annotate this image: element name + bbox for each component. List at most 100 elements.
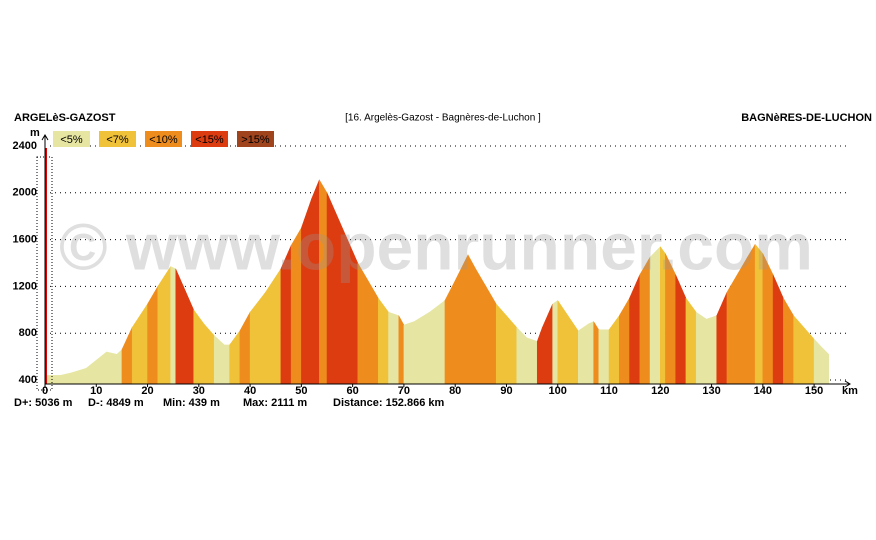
profile-segment	[203, 323, 215, 385]
profile-segment	[552, 299, 558, 385]
profile-segment	[772, 274, 784, 385]
x-tick-label: 0	[42, 385, 48, 397]
legend-label: <15%	[195, 134, 224, 146]
profile-segment	[96, 351, 107, 385]
stat: Min: 439 m	[163, 397, 220, 409]
profile-segment	[403, 321, 415, 385]
profile-segment	[398, 315, 405, 385]
profile-segment	[249, 291, 266, 385]
profile-segment	[170, 266, 176, 385]
legend-swatch	[237, 131, 274, 147]
profile-segment	[813, 338, 823, 385]
chart-title: [16. Argelès-Gazost - Bagnères-de-Luchon…	[345, 113, 541, 124]
profile-segment	[516, 326, 528, 385]
profile-segment	[783, 297, 794, 385]
profile-segment	[131, 303, 148, 385]
profile-segment	[629, 274, 641, 385]
profile-segment	[429, 299, 446, 385]
profile-segment	[121, 327, 133, 385]
profile-segment	[367, 279, 379, 385]
profile-segment	[567, 314, 579, 385]
profile-segment	[526, 337, 538, 385]
profile-segment	[378, 297, 389, 385]
profile-segment	[183, 286, 194, 385]
start-name: ARGELèS-GAZOST	[14, 112, 116, 124]
x-tick-label: 100	[549, 385, 567, 397]
profile-segment	[821, 346, 830, 385]
x-tick-label: 20	[141, 385, 153, 397]
profile-segment	[485, 285, 497, 385]
x-tick-label: 10	[90, 385, 102, 397]
profile-segment	[675, 274, 687, 385]
legend-swatch	[191, 131, 228, 147]
stat: Distance: 152.866 km	[333, 397, 445, 409]
y-tick-label: 800	[19, 327, 37, 339]
x-tick-label: 50	[295, 385, 307, 397]
x-tick-label: 120	[651, 385, 669, 397]
profile-segment	[695, 311, 707, 385]
profile-segment	[619, 297, 630, 385]
x-tick-label: 70	[398, 385, 410, 397]
stat: D+: 5036 m	[14, 397, 73, 409]
stat: Max: 2111 m	[243, 397, 307, 409]
profile-segment	[593, 320, 600, 385]
y-tick-label: 2400	[13, 140, 37, 152]
profile-segment	[70, 367, 87, 385]
legend-swatch	[53, 131, 90, 147]
x-tick-label: 90	[500, 385, 512, 397]
profile-segment	[726, 273, 738, 385]
stat: D-: 4849 m	[88, 397, 144, 409]
profile-segment	[793, 315, 805, 385]
legend-label: <5%	[60, 134, 83, 146]
profile-segment	[495, 303, 507, 385]
legend-label: >15%	[241, 134, 270, 146]
profile-segment	[413, 311, 430, 385]
profile-segment	[85, 359, 97, 385]
profile-segment	[685, 297, 697, 385]
start-marker-box	[36, 156, 53, 391]
profile-segment	[557, 299, 569, 385]
legend-swatch	[145, 131, 182, 147]
profile-segment	[175, 268, 184, 385]
legend-swatch	[99, 131, 136, 147]
profile-segment	[213, 334, 225, 385]
x-tick-label: 110	[600, 385, 618, 397]
profile-segment	[106, 351, 118, 385]
profile-segment	[577, 323, 589, 385]
profile-segment	[598, 329, 610, 385]
profile-segment	[224, 344, 230, 385]
x-tick-label: 140	[754, 385, 772, 397]
x-tick-label: 130	[702, 385, 720, 397]
y-tick-label: 400	[19, 374, 37, 386]
profile-segment	[706, 315, 717, 385]
profile-segment	[475, 267, 487, 385]
profile-segment	[803, 326, 815, 385]
watermark: © www.openrunner.com	[59, 209, 813, 283]
x-tick-label: 30	[193, 385, 205, 397]
profile-segment	[147, 285, 159, 385]
y-tick-label: 1600	[13, 234, 37, 246]
x-tick-label: 60	[347, 385, 359, 397]
profile-segment	[536, 327, 543, 385]
x-tick-label: 80	[449, 385, 461, 397]
y-tick-label: 1200	[13, 280, 37, 292]
profile-segment	[60, 372, 71, 385]
y-tick-label: 2000	[13, 187, 37, 199]
legend-label: <10%	[149, 134, 178, 146]
x-axis-arrow	[844, 380, 851, 388]
profile-segment	[193, 309, 205, 385]
profile-segment	[608, 314, 620, 385]
profile-segment	[157, 265, 171, 385]
profile-segment	[506, 315, 517, 385]
profile-segment	[588, 321, 594, 385]
x-tick-label: 40	[244, 385, 256, 397]
profile-segment	[44, 375, 61, 385]
profile-segment	[116, 349, 123, 385]
profile-segment	[542, 303, 553, 385]
x-tick-label: 150	[805, 385, 823, 397]
profile-segment	[716, 292, 728, 385]
end-name: BAGNèRES-DE-LUCHON	[741, 112, 872, 124]
profile-segment	[229, 330, 241, 385]
